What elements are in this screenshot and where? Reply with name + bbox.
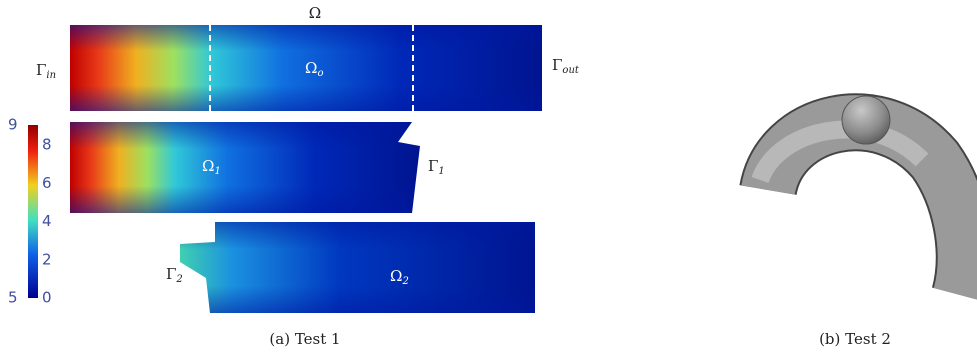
domain-omega-1 (70, 122, 420, 213)
label-omega: Ω (309, 4, 321, 22)
colorbar-tick-label: 0 (42, 289, 52, 307)
colorbar-tick-label: 4 (42, 212, 52, 230)
domain-omega-2 (180, 222, 535, 313)
figure: Ω Γin Ωo Γout Ω1 Γ1 Γ2 Ω2 9 5 86420 (a) … (0, 0, 977, 355)
label-gamma-in: Γin (36, 61, 56, 81)
caption-b: (b) Test 2 (819, 330, 891, 348)
label-gamma-1: Γ1 (428, 157, 445, 177)
colorbar-top: 9 (8, 116, 18, 134)
label-gamma-out: Γout (552, 56, 580, 76)
colorbar-tick-label: 6 (42, 174, 52, 192)
colorbar-ticks: 8 6 4 2 0 (42, 136, 52, 307)
colorbar-tick-label: 8 (42, 136, 52, 154)
colorbar (28, 125, 38, 298)
colorbar-bottom: 5 (8, 289, 18, 307)
mesh-tube (760, 96, 965, 295)
label-gamma-2: Γ2 (166, 265, 183, 285)
caption-a: (a) Test 1 (269, 330, 340, 348)
colorbar-tick-label: 2 (42, 250, 52, 268)
